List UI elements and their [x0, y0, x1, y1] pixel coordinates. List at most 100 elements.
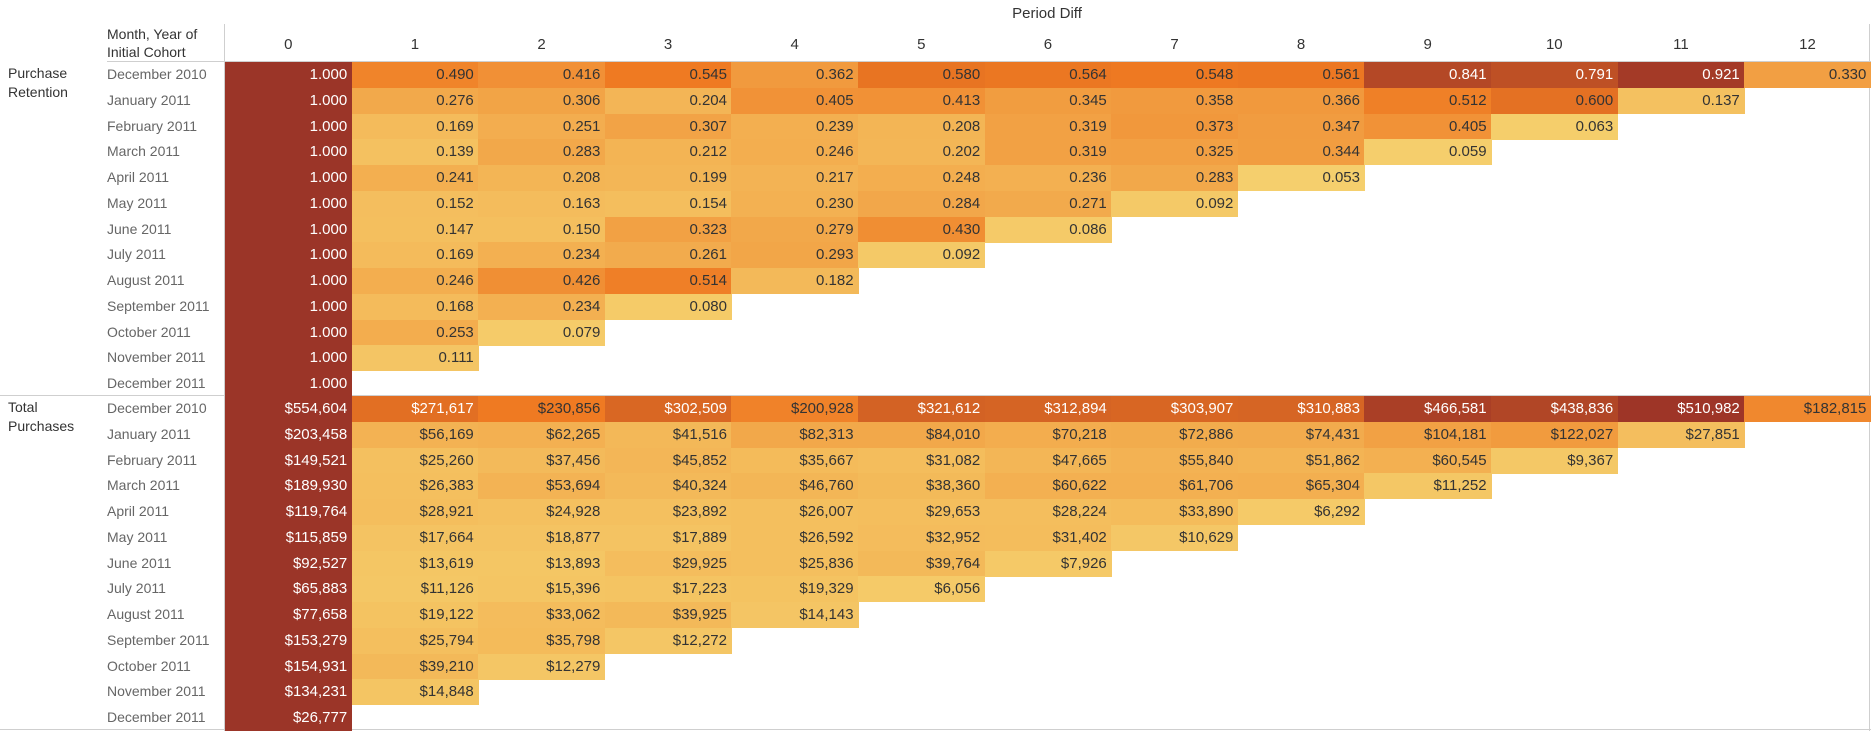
heatmap-cell[interactable]: 0.139: [351, 139, 479, 166]
heatmap-cell[interactable]: 0.358: [1111, 87, 1239, 114]
heatmap-cell[interactable]: $33,062: [478, 602, 606, 629]
heatmap-cell[interactable]: $182,815: [1744, 396, 1871, 423]
heatmap-cell[interactable]: $17,889: [604, 524, 732, 551]
heatmap-cell[interactable]: 0.413: [858, 87, 986, 114]
heatmap-cell[interactable]: $19,329: [731, 576, 859, 603]
heatmap-cell[interactable]: $271,617: [351, 396, 479, 423]
heatmap-cell[interactable]: 0.059: [1364, 139, 1492, 166]
heatmap-cell[interactable]: 0.841: [1364, 62, 1492, 89]
heatmap-cell[interactable]: $53,694: [478, 473, 606, 500]
heatmap-cell[interactable]: 0.791: [1491, 62, 1619, 89]
heatmap-cell[interactable]: 0.261: [604, 242, 732, 269]
heatmap-cell[interactable]: $35,798: [478, 627, 606, 654]
heatmap-cell[interactable]: 0.545: [604, 62, 732, 89]
heatmap-cell[interactable]: 0.111: [351, 345, 479, 372]
heatmap-cell[interactable]: 0.212: [604, 139, 732, 166]
heatmap-cell[interactable]: 0.271: [984, 190, 1112, 217]
heatmap-cell[interactable]: 0.234: [478, 293, 606, 320]
heatmap-cell[interactable]: 0.092: [858, 242, 986, 269]
heatmap-cell[interactable]: $60,622: [984, 473, 1112, 500]
heatmap-cell[interactable]: 0.154: [604, 190, 732, 217]
heatmap-cell[interactable]: $26,383: [351, 473, 479, 500]
heatmap-cell[interactable]: 0.147: [351, 216, 479, 243]
heatmap-cell[interactable]: 0.347: [1237, 113, 1365, 140]
heatmap-cell[interactable]: $15,396: [478, 576, 606, 603]
heatmap-cell[interactable]: $29,653: [858, 499, 986, 526]
heatmap-cell[interactable]: $26,007: [731, 499, 859, 526]
heatmap-cell[interactable]: $32,952: [858, 524, 986, 551]
heatmap-cell[interactable]: $41,516: [604, 421, 732, 448]
heatmap-cell[interactable]: $25,260: [351, 447, 479, 474]
heatmap-cell[interactable]: 0.168: [351, 293, 479, 320]
heatmap-cell[interactable]: $149,521: [225, 447, 353, 474]
heatmap-cell[interactable]: $56,169: [351, 421, 479, 448]
heatmap-cell[interactable]: $35,667: [731, 447, 859, 474]
heatmap-cell[interactable]: 0.490: [351, 62, 479, 89]
heatmap-cell[interactable]: 0.204: [604, 87, 732, 114]
heatmap-cell[interactable]: 1.000: [225, 62, 353, 89]
heatmap-cell[interactable]: 1.000: [225, 190, 353, 217]
heatmap-cell[interactable]: 0.230: [731, 190, 859, 217]
heatmap-cell[interactable]: 0.293: [731, 242, 859, 269]
heatmap-cell[interactable]: $14,848: [351, 679, 479, 706]
heatmap-cell[interactable]: 0.580: [858, 62, 986, 89]
heatmap-cell[interactable]: 0.150: [478, 216, 606, 243]
heatmap-cell[interactable]: $115,859: [225, 524, 353, 551]
heatmap-cell[interactable]: $13,893: [478, 550, 606, 577]
heatmap-cell[interactable]: $26,777: [225, 705, 353, 731]
heatmap-cell[interactable]: $74,431: [1237, 421, 1365, 448]
heatmap-cell[interactable]: 1.000: [225, 216, 353, 243]
heatmap-cell[interactable]: $12,272: [604, 627, 732, 654]
heatmap-cell[interactable]: $104,181: [1364, 421, 1492, 448]
heatmap-cell[interactable]: 0.246: [731, 139, 859, 166]
heatmap-cell[interactable]: 0.208: [478, 165, 606, 192]
heatmap-cell[interactable]: $55,840: [1111, 447, 1239, 474]
heatmap-cell[interactable]: $134,231: [225, 679, 353, 706]
heatmap-cell[interactable]: 1.000: [225, 165, 353, 192]
heatmap-cell[interactable]: 0.345: [984, 87, 1112, 114]
heatmap-cell[interactable]: 0.430: [858, 216, 986, 243]
heatmap-cell[interactable]: 0.307: [604, 113, 732, 140]
heatmap-cell[interactable]: 0.182: [731, 268, 859, 295]
heatmap-cell[interactable]: $46,760: [731, 473, 859, 500]
heatmap-cell[interactable]: 0.063: [1491, 113, 1619, 140]
heatmap-cell[interactable]: 0.564: [984, 62, 1112, 89]
heatmap-cell[interactable]: $28,921: [351, 499, 479, 526]
heatmap-cell[interactable]: 1.000: [225, 319, 353, 346]
heatmap-cell[interactable]: $11,126: [351, 576, 479, 603]
heatmap-cell[interactable]: 0.548: [1111, 62, 1239, 89]
heatmap-cell[interactable]: $154,931: [225, 653, 353, 680]
heatmap-cell[interactable]: 0.416: [478, 62, 606, 89]
heatmap-cell[interactable]: 1.000: [225, 87, 353, 114]
heatmap-cell[interactable]: 0.169: [351, 242, 479, 269]
heatmap-cell[interactable]: $23,892: [604, 499, 732, 526]
heatmap-cell[interactable]: 1.000: [225, 242, 353, 269]
heatmap-cell[interactable]: $189,930: [225, 473, 353, 500]
heatmap-cell[interactable]: 0.246: [351, 268, 479, 295]
heatmap-cell[interactable]: $72,886: [1111, 421, 1239, 448]
heatmap-cell[interactable]: 0.208: [858, 113, 986, 140]
heatmap-cell[interactable]: 0.330: [1744, 62, 1871, 89]
heatmap-cell[interactable]: 0.405: [1364, 113, 1492, 140]
heatmap-cell[interactable]: $62,265: [478, 421, 606, 448]
heatmap-cell[interactable]: $13,619: [351, 550, 479, 577]
heatmap-cell[interactable]: 0.253: [351, 319, 479, 346]
heatmap-cell[interactable]: 0.079: [478, 319, 606, 346]
heatmap-cell[interactable]: 0.344: [1237, 139, 1365, 166]
heatmap-cell[interactable]: $302,509: [604, 396, 732, 423]
heatmap-cell[interactable]: $37,456: [478, 447, 606, 474]
heatmap-cell[interactable]: $466,581: [1364, 396, 1492, 423]
heatmap-cell[interactable]: $70,218: [984, 421, 1112, 448]
heatmap-cell[interactable]: $38,360: [858, 473, 986, 500]
heatmap-cell[interactable]: $17,223: [604, 576, 732, 603]
heatmap-cell[interactable]: $27,851: [1617, 421, 1745, 448]
heatmap-cell[interactable]: 1.000: [225, 113, 353, 140]
heatmap-cell[interactable]: 0.202: [858, 139, 986, 166]
heatmap-cell[interactable]: $47,665: [984, 447, 1112, 474]
heatmap-cell[interactable]: 0.600: [1491, 87, 1619, 114]
heatmap-cell[interactable]: $60,545: [1364, 447, 1492, 474]
heatmap-cell[interactable]: $51,862: [1237, 447, 1365, 474]
heatmap-cell[interactable]: $29,925: [604, 550, 732, 577]
heatmap-cell[interactable]: $61,706: [1111, 473, 1239, 500]
heatmap-cell[interactable]: $7,926: [984, 550, 1112, 577]
